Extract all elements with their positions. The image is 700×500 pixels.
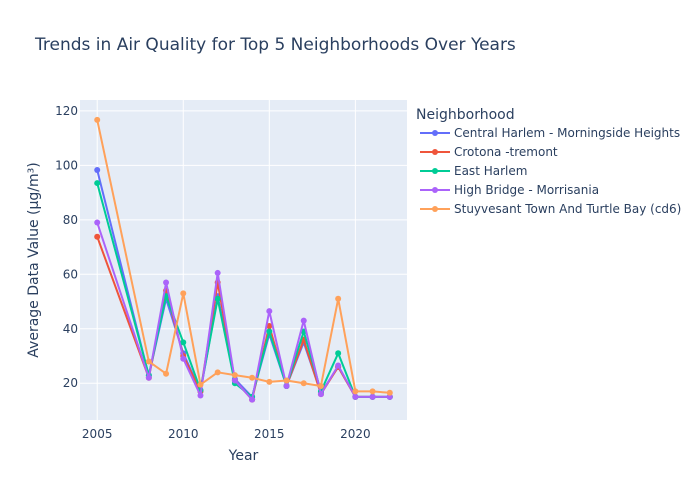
data-point bbox=[180, 355, 187, 362]
data-point bbox=[145, 358, 152, 365]
y-tick-label: 100 bbox=[55, 158, 78, 172]
x-tick-label: 2015 bbox=[254, 427, 285, 441]
data-point bbox=[214, 269, 221, 276]
legend-item[interactable]: Stuyvesant Town And Turtle Bay (cd6) bbox=[420, 202, 681, 216]
data-point bbox=[283, 377, 290, 384]
legend-label: East Harlem bbox=[454, 164, 527, 178]
legend-swatch-marker bbox=[432, 130, 438, 136]
plot-area bbox=[80, 100, 407, 420]
data-point bbox=[283, 382, 290, 389]
data-point bbox=[266, 323, 273, 330]
data-point bbox=[94, 116, 101, 123]
legend-label: Stuyvesant Town And Turtle Bay (cd6) bbox=[454, 202, 681, 216]
legend[interactable]: Neighborhood Central Harlem - Morningsid… bbox=[416, 107, 681, 216]
y-axis-title: Average Data Value (μg/m³) bbox=[26, 162, 42, 357]
series-line bbox=[96, 119, 390, 394]
legend-label: Central Harlem - Morningside Heights bbox=[454, 126, 680, 140]
data-point bbox=[369, 388, 376, 395]
data-point bbox=[352, 388, 359, 395]
data-point bbox=[335, 350, 342, 357]
data-point bbox=[300, 317, 307, 324]
data-point bbox=[94, 233, 101, 240]
data-point bbox=[180, 339, 187, 346]
series-lines bbox=[94, 116, 393, 403]
data-point bbox=[94, 180, 101, 187]
x-axis-ticks: 2005 2010 2015 2020 bbox=[82, 427, 371, 441]
x-axis-title: Year bbox=[228, 448, 259, 464]
chart-title: Trends in Air Quality for Top 5 Neighbor… bbox=[34, 35, 516, 55]
data-point bbox=[231, 377, 238, 384]
data-point bbox=[249, 374, 256, 381]
data-point bbox=[249, 396, 256, 403]
legend-item[interactable]: Crotona -tremont bbox=[420, 145, 558, 159]
x-tick-label: 2020 bbox=[340, 427, 371, 441]
legend-items[interactable]: Central Harlem - Morningside Heights Crot… bbox=[420, 126, 681, 216]
data-point bbox=[197, 392, 204, 399]
data-point bbox=[163, 370, 170, 377]
x-tick-label: 2005 bbox=[82, 427, 113, 441]
data-point bbox=[197, 381, 204, 388]
y-axis-ticks: 20 40 60 80 100 120 bbox=[55, 104, 78, 390]
series-line bbox=[96, 222, 390, 401]
legend-item[interactable]: East Harlem bbox=[420, 164, 527, 178]
data-point bbox=[369, 393, 376, 400]
data-point bbox=[163, 279, 170, 286]
legend-item[interactable]: High Bridge - Morrisania bbox=[420, 183, 599, 197]
data-point bbox=[231, 372, 238, 379]
legend-label: Crotona -tremont bbox=[454, 145, 558, 159]
data-point bbox=[145, 374, 152, 381]
data-point bbox=[180, 290, 187, 297]
y-tick-label: 40 bbox=[63, 322, 78, 336]
data-point bbox=[300, 380, 307, 387]
data-point bbox=[94, 166, 101, 173]
data-point bbox=[335, 295, 342, 302]
data-point bbox=[214, 369, 221, 376]
data-point bbox=[214, 295, 221, 302]
legend-swatch-marker bbox=[432, 149, 438, 155]
data-point bbox=[94, 219, 101, 226]
legend-item[interactable]: Central Harlem - Morningside Heights bbox=[420, 126, 680, 140]
x-tick-label: 2010 bbox=[168, 427, 199, 441]
data-point bbox=[317, 382, 324, 389]
legend-title: Neighborhood bbox=[416, 107, 515, 123]
y-tick-label: 60 bbox=[63, 267, 78, 281]
data-point bbox=[386, 389, 393, 396]
y-tick-label: 20 bbox=[63, 376, 78, 390]
series-stuyvesant-town-and-turtle-bay-cd6 bbox=[94, 116, 393, 396]
data-point bbox=[266, 328, 273, 335]
grid bbox=[80, 100, 407, 420]
data-point bbox=[335, 362, 342, 369]
legend-swatch-marker bbox=[432, 187, 438, 193]
legend-swatch-marker bbox=[432, 206, 438, 212]
data-point bbox=[352, 393, 359, 400]
legend-label: High Bridge - Morrisania bbox=[454, 183, 599, 197]
y-tick-label: 80 bbox=[63, 213, 78, 227]
data-point bbox=[266, 308, 273, 315]
y-tick-label: 120 bbox=[55, 104, 78, 118]
legend-swatch-marker bbox=[432, 168, 438, 174]
data-point bbox=[266, 378, 273, 385]
data-point bbox=[317, 391, 324, 398]
